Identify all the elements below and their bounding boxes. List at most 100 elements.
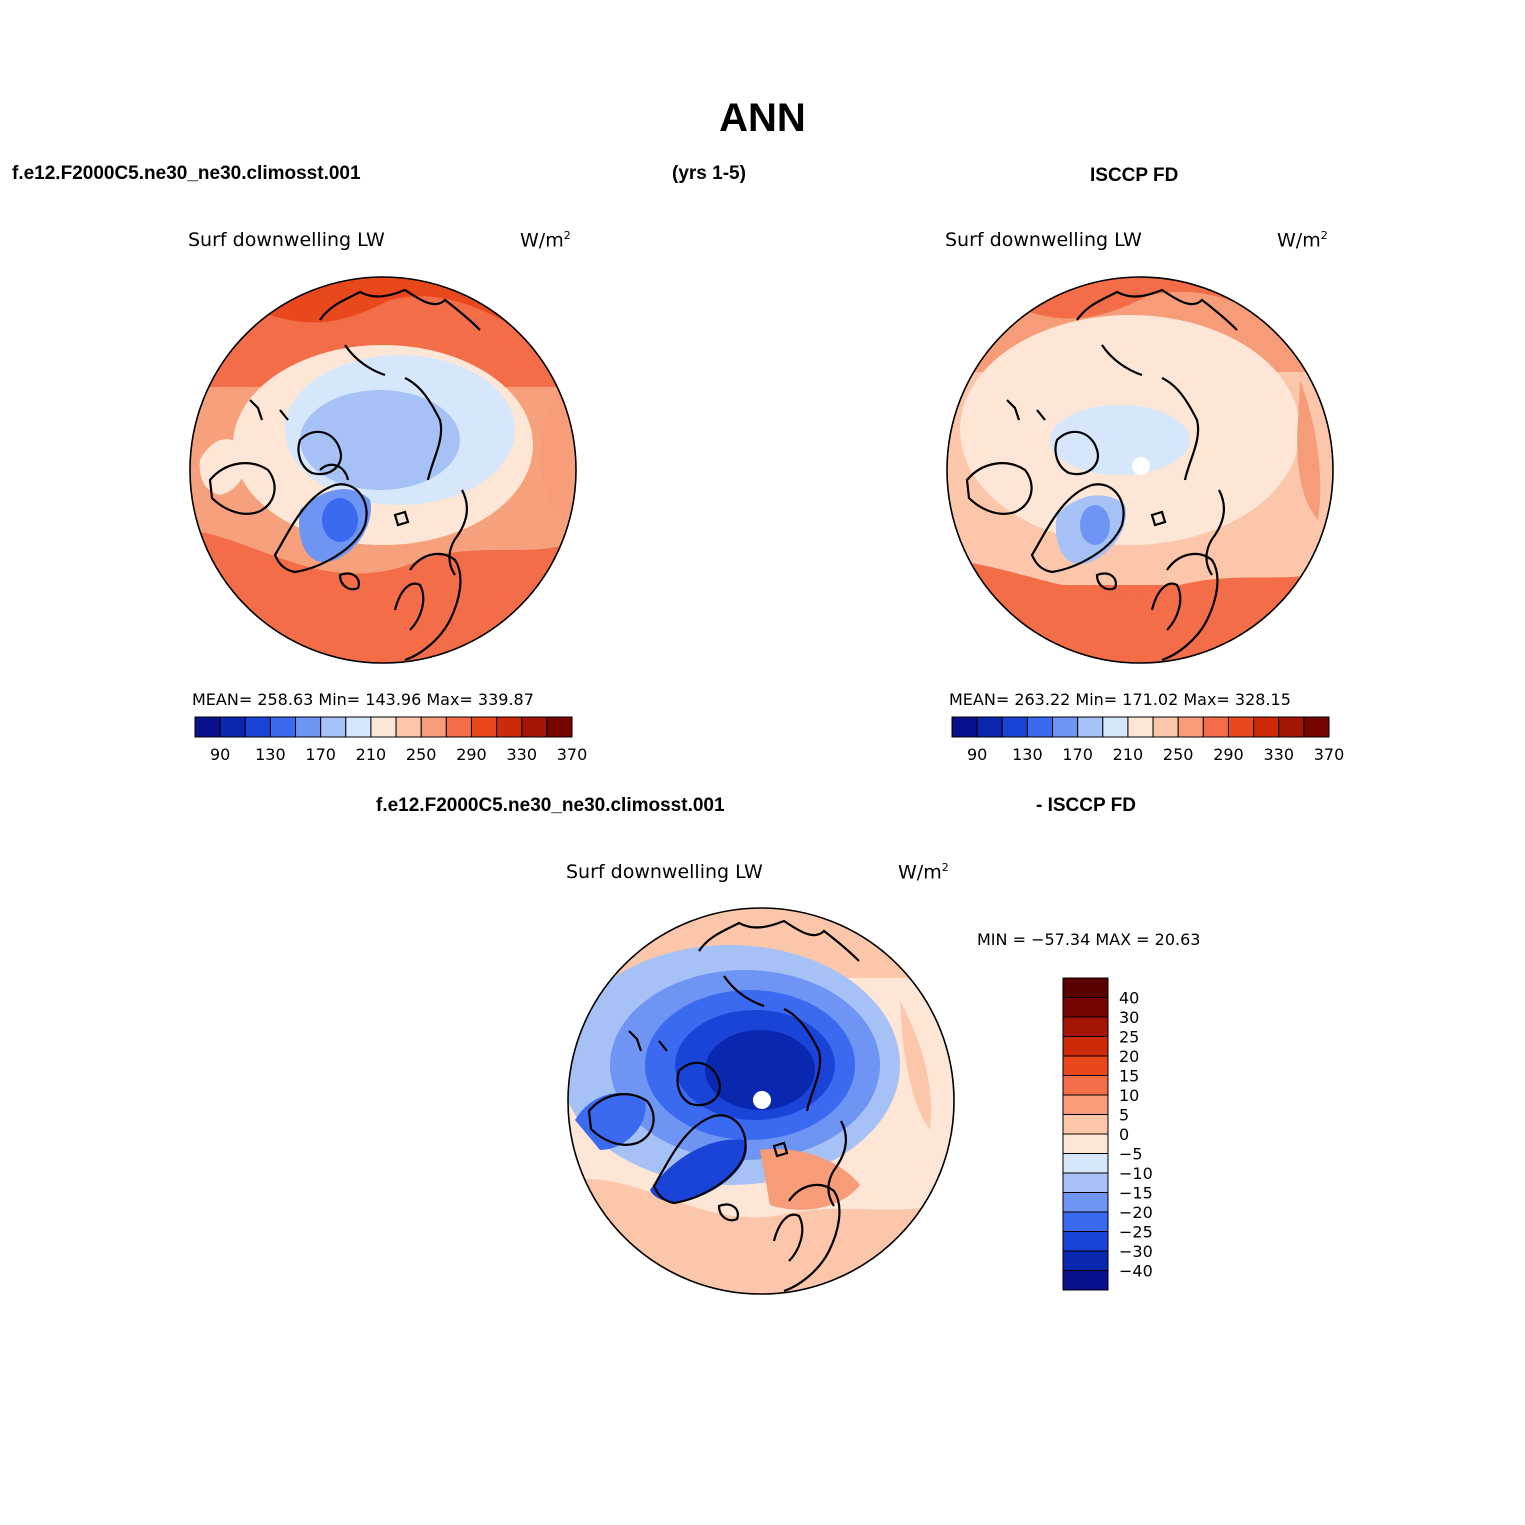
obs-colorbar-tick-label: 210 xyxy=(1113,745,1144,764)
diff-colorbar-swatch xyxy=(1062,1133,1109,1154)
obs-colorbar-tick-label: 290 xyxy=(1213,745,1244,764)
diff-colorbar-tick-label: 20 xyxy=(1119,1047,1139,1066)
diff-colorbar-swatch xyxy=(1062,1075,1109,1096)
model-colorbar-swatch xyxy=(345,716,372,738)
model-colorbar-swatch xyxy=(521,716,548,738)
obs-colorbar-swatch xyxy=(1227,716,1255,738)
diff-colorbar-swatch xyxy=(1062,1172,1109,1193)
obs-colorbar-swatch xyxy=(951,716,978,738)
obs-colorbar-swatch xyxy=(1001,716,1028,738)
obs-stats: MEAN= 263.22 Min= 171.02 Max= 328.15 xyxy=(949,690,1291,709)
obs-colorbar-swatch xyxy=(1303,716,1330,738)
model-colorbar-swatch xyxy=(295,716,322,738)
model-colorbar-swatch xyxy=(445,716,472,738)
diff-colorbar-tick-label: −25 xyxy=(1119,1223,1153,1242)
diff-colorbar-swatch xyxy=(1062,1211,1109,1232)
obs-colorbar-tick-label: 250 xyxy=(1163,745,1194,764)
diff-colorbar-swatch xyxy=(1062,1270,1109,1291)
model-colorbar-swatch xyxy=(269,716,297,738)
model-colorbar-swatch xyxy=(194,716,221,738)
diff-colorbar-tick-label: −40 xyxy=(1119,1262,1153,1281)
model-panel-units: W/m2 xyxy=(520,229,571,252)
obs-colorbar-tick-label: 130 xyxy=(1012,745,1043,764)
obs-panel-title: Surf downwelling LW xyxy=(945,229,1142,251)
obs-colorbar-swatch xyxy=(1152,716,1179,738)
obs-panel-units: W/m2 xyxy=(1277,229,1328,252)
model-colorbar-tick-label: 370 xyxy=(557,745,588,764)
model-colorbar-tick-label: 290 xyxy=(456,745,487,764)
diff-colorbar-swatch xyxy=(1062,1016,1109,1037)
diff-colorbar-tick-label: 0 xyxy=(1119,1125,1129,1144)
model-colorbar-tick-label: 330 xyxy=(506,745,537,764)
diff-colorbar-tick-label: −10 xyxy=(1119,1164,1153,1183)
years-label: (yrs 1-5) xyxy=(672,163,746,184)
model-colorbar-swatch xyxy=(395,716,422,738)
diff-colorbar-swatch xyxy=(1062,1114,1109,1135)
obs-colorbar-tick-label: 90 xyxy=(967,745,987,764)
obs-polar-map xyxy=(947,277,1333,663)
model-colorbar-swatch xyxy=(370,716,397,738)
model-colorbar: 90 130 170 210 250 290 330 370 xyxy=(194,716,588,764)
obs-colorbar-tick-label: 170 xyxy=(1062,745,1093,764)
obs-map-border xyxy=(946,276,1334,664)
obs-colorbar-swatch xyxy=(1177,716,1204,738)
model-panel-title: Surf downwelling LW xyxy=(188,229,385,251)
diff-colorbar-tick-label: 30 xyxy=(1119,1008,1139,1027)
obs-colorbar-tick-label: 330 xyxy=(1263,745,1294,764)
model-colorbar-swatch xyxy=(420,716,447,738)
diff-colorbar-swatch xyxy=(1062,977,1109,998)
diff-panel-title: Surf downwelling LW xyxy=(566,861,763,883)
diff-obs-name: - ISCCP FD xyxy=(1036,795,1136,816)
model-coastlines xyxy=(208,288,481,662)
model-colorbar-tick-label: 90 xyxy=(210,745,230,764)
diff-colorbar-tick-label: 25 xyxy=(1119,1028,1139,1047)
model-colorbar-tick-label: 210 xyxy=(356,745,387,764)
obs-colorbar-swatch xyxy=(1077,716,1104,738)
diff-colorbar-swatch xyxy=(1062,1055,1109,1076)
diff-coastlines xyxy=(587,919,860,1293)
diff-colorbar-tick-label: 15 xyxy=(1119,1067,1139,1086)
obs-colorbar-swatch xyxy=(1202,716,1229,738)
diff-colorbar-swatch xyxy=(1062,1094,1109,1115)
diff-colorbar-tick-label: −30 xyxy=(1119,1242,1153,1261)
case-name: f.e12.F2000C5.ne30_ne30.climosst.001 xyxy=(12,163,361,184)
diff-colorbar-tick-label: −15 xyxy=(1119,1184,1153,1203)
figure-title: ANN xyxy=(719,96,806,140)
diff-stats: MIN = −57.34 MAX = 20.63 xyxy=(977,930,1201,949)
diff-colorbar-swatch xyxy=(1062,1250,1109,1271)
diff-colorbar-swatch xyxy=(1062,1192,1109,1213)
diff-colorbar-swatch xyxy=(1062,1153,1109,1174)
model-colorbar-tick-label: 250 xyxy=(406,745,437,764)
obs-coastlines xyxy=(965,288,1238,662)
obs-colorbar-swatch xyxy=(1253,716,1280,738)
model-stats: MEAN= 258.63 Min= 143.96 Max= 339.87 xyxy=(192,690,534,709)
obs-colorbar: 90 130 170 210 250 290 330 370 xyxy=(951,716,1345,764)
model-colorbar-tick-label: 130 xyxy=(255,745,286,764)
obs-colorbar-tick-label: 370 xyxy=(1314,745,1345,764)
diff-colorbar-tick-label: 5 xyxy=(1119,1106,1129,1125)
model-colorbar-swatch xyxy=(320,716,347,738)
diff-map-border xyxy=(567,907,955,1295)
diff-colorbar-swatch xyxy=(1062,1231,1109,1252)
model-colorbar-swatch xyxy=(244,716,271,738)
model-colorbar-swatch xyxy=(219,716,246,738)
model-colorbar-swatch xyxy=(470,716,498,738)
diff-panel-units: W/m2 xyxy=(898,861,949,884)
obs-colorbar-swatch xyxy=(1127,716,1154,738)
obs-colorbar-swatch xyxy=(1052,716,1079,738)
obs-colorbar-swatch xyxy=(976,716,1003,738)
model-colorbar-swatch xyxy=(546,716,573,738)
diff-colorbar-swatch xyxy=(1062,997,1109,1018)
diff-colorbar-tick-label: −5 xyxy=(1119,1145,1143,1164)
obs-name: ISCCP FD xyxy=(1090,165,1179,186)
model-polar-map xyxy=(190,277,576,663)
diff-polar-map xyxy=(568,908,954,1294)
obs-colorbar-swatch xyxy=(1026,716,1054,738)
diff-case-name: f.e12.F2000C5.ne30_ne30.climosst.001 xyxy=(376,795,725,816)
model-colorbar-swatch xyxy=(496,716,523,738)
diff-colorbar-swatch xyxy=(1062,1036,1109,1057)
obs-colorbar-swatch xyxy=(1102,716,1129,738)
model-map-border xyxy=(189,276,577,664)
diff-colorbar-tick-label: −20 xyxy=(1119,1203,1153,1222)
